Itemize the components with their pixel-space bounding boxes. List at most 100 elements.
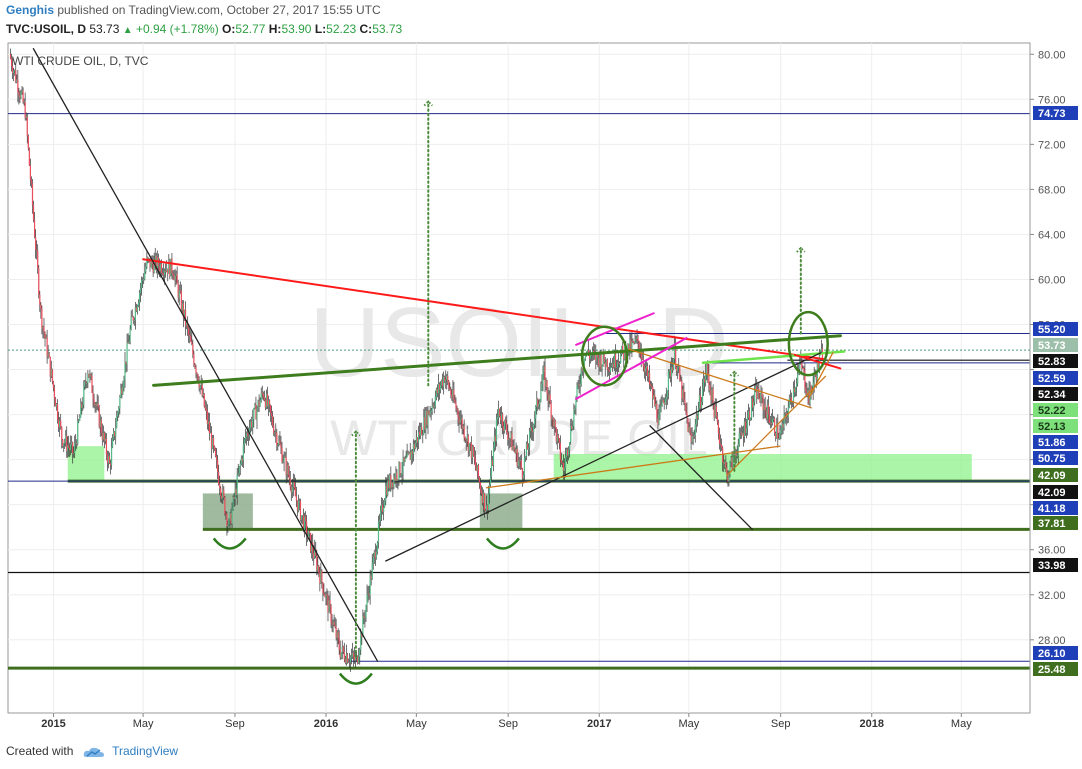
price-candle-body	[378, 520, 381, 523]
price-candle-body	[15, 70, 17, 82]
price-candle-body	[543, 366, 545, 373]
price-candle-body	[330, 606, 332, 623]
price-candle-body	[637, 336, 639, 342]
price-candle-body	[581, 369, 583, 372]
price-candle-body	[624, 346, 626, 360]
price-candle-body	[706, 364, 708, 374]
price-candle-body	[153, 260, 155, 273]
price-candle-body	[155, 255, 157, 270]
price-candle-body	[575, 396, 577, 409]
price-candle-body	[118, 408, 120, 413]
price-candle-body	[677, 367, 679, 371]
price-tag: 42.09	[1033, 468, 1078, 482]
price-candle-body	[174, 276, 176, 281]
price-candle-body	[214, 448, 217, 457]
price-candle-body	[205, 408, 207, 411]
price-candle-body	[587, 350, 590, 355]
price-candle-body	[385, 485, 387, 501]
price-candle-body	[107, 456, 110, 463]
price-candle-body	[339, 649, 341, 658]
price-candle-body	[154, 255, 156, 261]
price-candle-body	[343, 651, 345, 660]
price-candle-body	[598, 357, 600, 367]
price-candle-body	[640, 353, 642, 359]
price-candle-body	[351, 652, 354, 657]
tradingview-link[interactable]: TradingView	[112, 744, 179, 758]
price-tag-box	[1033, 558, 1078, 572]
price-candle-body	[757, 388, 759, 399]
price-candle-body	[657, 418, 659, 425]
price-candle-body	[90, 374, 92, 377]
price-candle-body	[619, 363, 621, 364]
price-candle-body	[331, 622, 333, 625]
price-candle-body	[596, 353, 598, 361]
open-label: O:	[222, 22, 236, 36]
price-candle-body	[247, 435, 250, 437]
price-candle-body	[665, 396, 667, 400]
price-candle-body	[643, 366, 645, 372]
price-candle-body	[698, 395, 701, 409]
price-tag-label: 41.18	[1038, 503, 1066, 515]
price-candle-body	[375, 551, 377, 559]
price-candle-body	[24, 101, 26, 119]
price-candle-body	[499, 415, 502, 421]
price-candle-body	[675, 345, 677, 368]
price-candle-body	[402, 457, 404, 472]
price-candle-body	[234, 488, 236, 499]
price-candle-body	[494, 436, 497, 442]
price-candle-body	[19, 94, 21, 98]
price-candle-body	[334, 625, 336, 627]
price-candle-body	[201, 384, 203, 396]
price-candle-body	[143, 279, 145, 281]
price-zone	[553, 454, 972, 482]
price-candle-body	[571, 425, 573, 429]
published-text: published on TradingView.com, October 27…	[57, 3, 381, 17]
price-candle-body	[121, 388, 123, 394]
price-candle-body	[717, 421, 720, 434]
price-candle-body	[332, 621, 334, 625]
price-candle-body	[175, 273, 177, 277]
price-candle-body	[429, 411, 431, 415]
price-candle-body	[609, 367, 612, 372]
price-candle-body	[337, 632, 339, 639]
price-candle-body	[93, 399, 95, 406]
price-candle-body	[202, 393, 204, 396]
price-candle-body	[195, 367, 197, 374]
price-tag-box	[1033, 516, 1078, 530]
price-candle-body	[689, 427, 691, 433]
price-candle-body	[676, 367, 678, 371]
price-candle-body	[367, 593, 369, 595]
price-candle-body	[696, 415, 698, 419]
price-candle-body	[273, 425, 275, 434]
price-candle-body	[519, 460, 521, 462]
price-candle-body	[355, 656, 357, 661]
author-name[interactable]: Genghis	[6, 3, 55, 17]
price-candle-body	[420, 427, 422, 436]
price-candle-body	[490, 460, 493, 477]
price-candle-body	[22, 90, 24, 103]
price-candle-body	[29, 165, 31, 180]
price-candle-body	[629, 339, 631, 353]
trendline	[793, 353, 842, 370]
price-candle-body	[27, 135, 29, 149]
price-candle-body	[471, 446, 473, 458]
price-candle-body	[654, 395, 656, 406]
price-candle-body	[528, 430, 531, 448]
price-candle-body	[779, 434, 781, 439]
price-candle-body	[749, 418, 752, 420]
price-tag-label: 52.83	[1038, 356, 1066, 368]
price-candle-body	[591, 355, 593, 356]
price-candle-body	[682, 389, 684, 399]
price-candle-body	[391, 482, 393, 488]
price-tag: 52.34	[1033, 387, 1078, 401]
price-candle-body	[515, 448, 517, 453]
price-candle-body	[21, 90, 23, 93]
price-candle-body	[393, 477, 395, 488]
price-candle-body	[60, 420, 62, 428]
price-candle-body	[325, 594, 327, 598]
price-candle-body	[30, 179, 33, 184]
price-candle-body	[296, 500, 299, 511]
price-candle-body	[329, 600, 331, 607]
price-candle-body	[66, 435, 68, 451]
